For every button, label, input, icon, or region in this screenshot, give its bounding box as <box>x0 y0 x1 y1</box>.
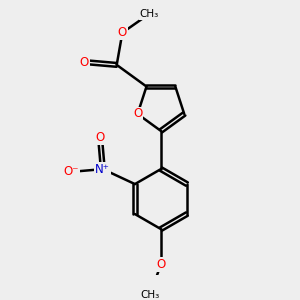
Text: O: O <box>95 131 105 144</box>
Text: O⁻: O⁻ <box>64 165 79 178</box>
Text: CH₃: CH₃ <box>140 9 159 19</box>
Text: O: O <box>80 56 89 68</box>
Text: O: O <box>156 258 166 271</box>
Text: O: O <box>133 107 142 121</box>
Text: N⁺: N⁺ <box>95 163 110 176</box>
Text: CH₃: CH₃ <box>140 290 159 300</box>
Text: O: O <box>118 26 127 39</box>
